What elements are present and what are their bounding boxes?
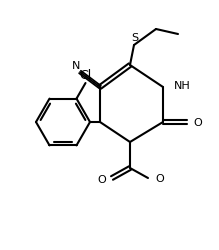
- Text: O: O: [155, 173, 164, 183]
- Text: O: O: [97, 174, 106, 184]
- Text: O: O: [193, 118, 202, 128]
- Text: S: S: [131, 33, 139, 43]
- Text: Cl: Cl: [79, 68, 92, 81]
- Text: NH: NH: [174, 81, 191, 91]
- Text: N: N: [72, 61, 80, 71]
